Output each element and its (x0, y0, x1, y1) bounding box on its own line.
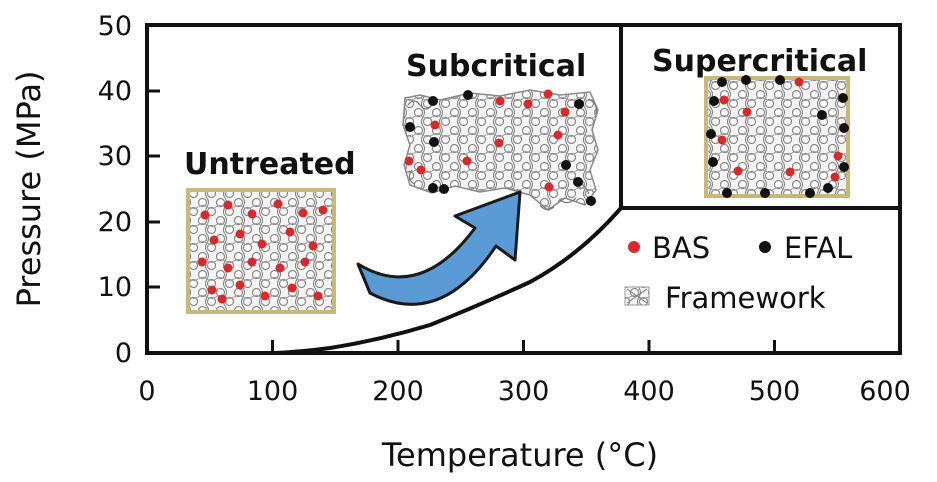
x-tick-label: 400 (623, 376, 675, 407)
efal-sites (405, 90, 596, 206)
bas-sites (197, 199, 328, 304)
x-tick-label: 600 (859, 376, 911, 407)
treatment-arrow (356, 190, 522, 306)
framework-icon (624, 286, 650, 306)
legend-label-efal: EFAL (784, 231, 852, 265)
y-tick-label: 40 (98, 76, 132, 107)
region-label-untreated: Untreated (184, 147, 356, 182)
legend: BAS EFAL Framework (624, 231, 852, 315)
vapor-pressure-curve (147, 206, 623, 355)
y-tick-label: 50 (98, 11, 132, 42)
subcritical-particle (402, 89, 599, 211)
region-label-supercritical: Supercritical (652, 44, 867, 79)
region-label-subcritical: Subcritical (406, 49, 586, 84)
x-tick-label: 200 (372, 376, 424, 407)
y-tick-label: 10 (98, 272, 132, 303)
x-tick-label: 300 (498, 376, 550, 407)
y-tick-label: 30 (98, 141, 132, 172)
x-tick-label: 0 (138, 376, 155, 407)
x-tick-label: 100 (247, 376, 299, 407)
legend-label-framework: Framework (665, 281, 826, 315)
x-axis-title: Temperature (°C) (381, 436, 658, 474)
x-tick-label: 500 (749, 376, 801, 407)
y-tick-label: 0 (115, 338, 132, 369)
bas-sites (717, 77, 843, 182)
y-axis-title: Pressure (MPa) (10, 71, 48, 308)
supercritical-particle (704, 75, 850, 198)
x-tick-marks (145, 340, 902, 353)
y-tick-label: 20 (98, 207, 132, 238)
bas-marker (628, 241, 640, 253)
legend-label-bas: BAS (652, 231, 710, 265)
efal-marker (759, 241, 771, 253)
bas-sites (404, 89, 570, 192)
untreated-particle (186, 188, 336, 314)
efal-sites (706, 75, 849, 198)
